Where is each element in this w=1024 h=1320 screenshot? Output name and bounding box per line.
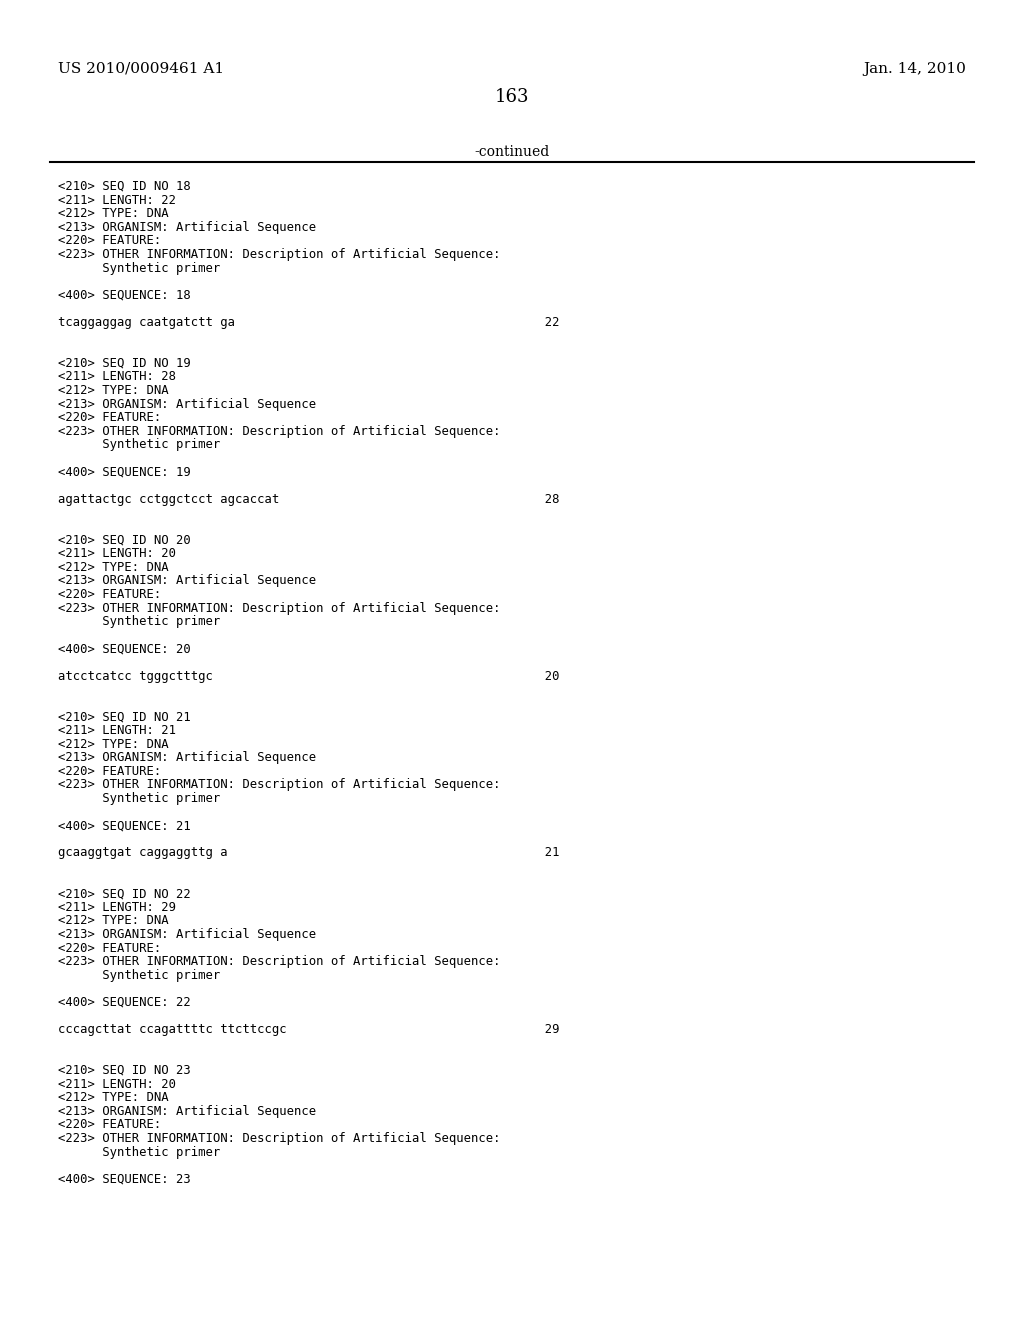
Text: <213> ORGANISM: Artificial Sequence: <213> ORGANISM: Artificial Sequence bbox=[58, 1105, 316, 1118]
Text: <212> TYPE: DNA: <212> TYPE: DNA bbox=[58, 561, 169, 574]
Text: <223> OTHER INFORMATION: Description of Artificial Sequence:: <223> OTHER INFORMATION: Description of … bbox=[58, 425, 501, 438]
Text: <223> OTHER INFORMATION: Description of Artificial Sequence:: <223> OTHER INFORMATION: Description of … bbox=[58, 1133, 501, 1144]
Text: <223> OTHER INFORMATION: Description of Artificial Sequence:: <223> OTHER INFORMATION: Description of … bbox=[58, 956, 501, 968]
Text: <212> TYPE: DNA: <212> TYPE: DNA bbox=[58, 384, 169, 397]
Text: <220> FEATURE:: <220> FEATURE: bbox=[58, 412, 161, 424]
Text: <210> SEQ ID NO 19: <210> SEQ ID NO 19 bbox=[58, 356, 190, 370]
Text: <213> ORGANISM: Artificial Sequence: <213> ORGANISM: Artificial Sequence bbox=[58, 751, 316, 764]
Text: <220> FEATURE:: <220> FEATURE: bbox=[58, 764, 161, 777]
Text: <220> FEATURE:: <220> FEATURE: bbox=[58, 941, 161, 954]
Text: atcctcatcc tgggctttgc                                             20: atcctcatcc tgggctttgc 20 bbox=[58, 669, 559, 682]
Text: <400> SEQUENCE: 21: <400> SEQUENCE: 21 bbox=[58, 820, 190, 832]
Text: <211> LENGTH: 28: <211> LENGTH: 28 bbox=[58, 371, 176, 383]
Text: <211> LENGTH: 20: <211> LENGTH: 20 bbox=[58, 1077, 176, 1090]
Text: <220> FEATURE:: <220> FEATURE: bbox=[58, 1118, 161, 1131]
Text: <213> ORGANISM: Artificial Sequence: <213> ORGANISM: Artificial Sequence bbox=[58, 928, 316, 941]
Text: <210> SEQ ID NO 22: <210> SEQ ID NO 22 bbox=[58, 887, 190, 900]
Text: <211> LENGTH: 29: <211> LENGTH: 29 bbox=[58, 900, 176, 913]
Text: <213> ORGANISM: Artificial Sequence: <213> ORGANISM: Artificial Sequence bbox=[58, 220, 316, 234]
Text: <211> LENGTH: 21: <211> LENGTH: 21 bbox=[58, 723, 176, 737]
Text: <213> ORGANISM: Artificial Sequence: <213> ORGANISM: Artificial Sequence bbox=[58, 397, 316, 411]
Text: Synthetic primer: Synthetic primer bbox=[58, 438, 220, 451]
Text: Synthetic primer: Synthetic primer bbox=[58, 261, 220, 275]
Text: tcaggaggag caatgatctt ga                                          22: tcaggaggag caatgatctt ga 22 bbox=[58, 315, 559, 329]
Text: <213> ORGANISM: Artificial Sequence: <213> ORGANISM: Artificial Sequence bbox=[58, 574, 316, 587]
Text: cccagcttat ccagattttc ttcttccgc                                   29: cccagcttat ccagattttc ttcttccgc 29 bbox=[58, 1023, 559, 1036]
Text: <400> SEQUENCE: 19: <400> SEQUENCE: 19 bbox=[58, 466, 190, 479]
Text: <212> TYPE: DNA: <212> TYPE: DNA bbox=[58, 915, 169, 928]
Text: <211> LENGTH: 20: <211> LENGTH: 20 bbox=[58, 548, 176, 560]
Text: <210> SEQ ID NO 23: <210> SEQ ID NO 23 bbox=[58, 1064, 190, 1077]
Text: <212> TYPE: DNA: <212> TYPE: DNA bbox=[58, 207, 169, 220]
Text: Synthetic primer: Synthetic primer bbox=[58, 615, 220, 628]
Text: <400> SEQUENCE: 23: <400> SEQUENCE: 23 bbox=[58, 1172, 190, 1185]
Text: <210> SEQ ID NO 20: <210> SEQ ID NO 20 bbox=[58, 533, 190, 546]
Text: <400> SEQUENCE: 18: <400> SEQUENCE: 18 bbox=[58, 289, 190, 302]
Text: <223> OTHER INFORMATION: Description of Artificial Sequence:: <223> OTHER INFORMATION: Description of … bbox=[58, 779, 501, 792]
Text: -continued: -continued bbox=[474, 145, 550, 158]
Text: Synthetic primer: Synthetic primer bbox=[58, 792, 220, 805]
Text: <220> FEATURE:: <220> FEATURE: bbox=[58, 587, 161, 601]
Text: <212> TYPE: DNA: <212> TYPE: DNA bbox=[58, 738, 169, 751]
Text: 163: 163 bbox=[495, 88, 529, 106]
Text: Synthetic primer: Synthetic primer bbox=[58, 969, 220, 982]
Text: Jan. 14, 2010: Jan. 14, 2010 bbox=[863, 62, 966, 77]
Text: gcaaggtgat caggaggttg a                                           21: gcaaggtgat caggaggttg a 21 bbox=[58, 846, 559, 859]
Text: <211> LENGTH: 22: <211> LENGTH: 22 bbox=[58, 194, 176, 207]
Text: US 2010/0009461 A1: US 2010/0009461 A1 bbox=[58, 62, 224, 77]
Text: <220> FEATURE:: <220> FEATURE: bbox=[58, 235, 161, 247]
Text: agattactgc cctggctcct agcaccat                                    28: agattactgc cctggctcct agcaccat 28 bbox=[58, 492, 559, 506]
Text: <210> SEQ ID NO 21: <210> SEQ ID NO 21 bbox=[58, 710, 190, 723]
Text: <400> SEQUENCE: 22: <400> SEQUENCE: 22 bbox=[58, 997, 190, 1008]
Text: <212> TYPE: DNA: <212> TYPE: DNA bbox=[58, 1092, 169, 1105]
Text: <210> SEQ ID NO 18: <210> SEQ ID NO 18 bbox=[58, 180, 190, 193]
Text: Synthetic primer: Synthetic primer bbox=[58, 1146, 220, 1159]
Text: <223> OTHER INFORMATION: Description of Artificial Sequence:: <223> OTHER INFORMATION: Description of … bbox=[58, 602, 501, 615]
Text: <400> SEQUENCE: 20: <400> SEQUENCE: 20 bbox=[58, 643, 190, 656]
Text: <223> OTHER INFORMATION: Description of Artificial Sequence:: <223> OTHER INFORMATION: Description of … bbox=[58, 248, 501, 261]
